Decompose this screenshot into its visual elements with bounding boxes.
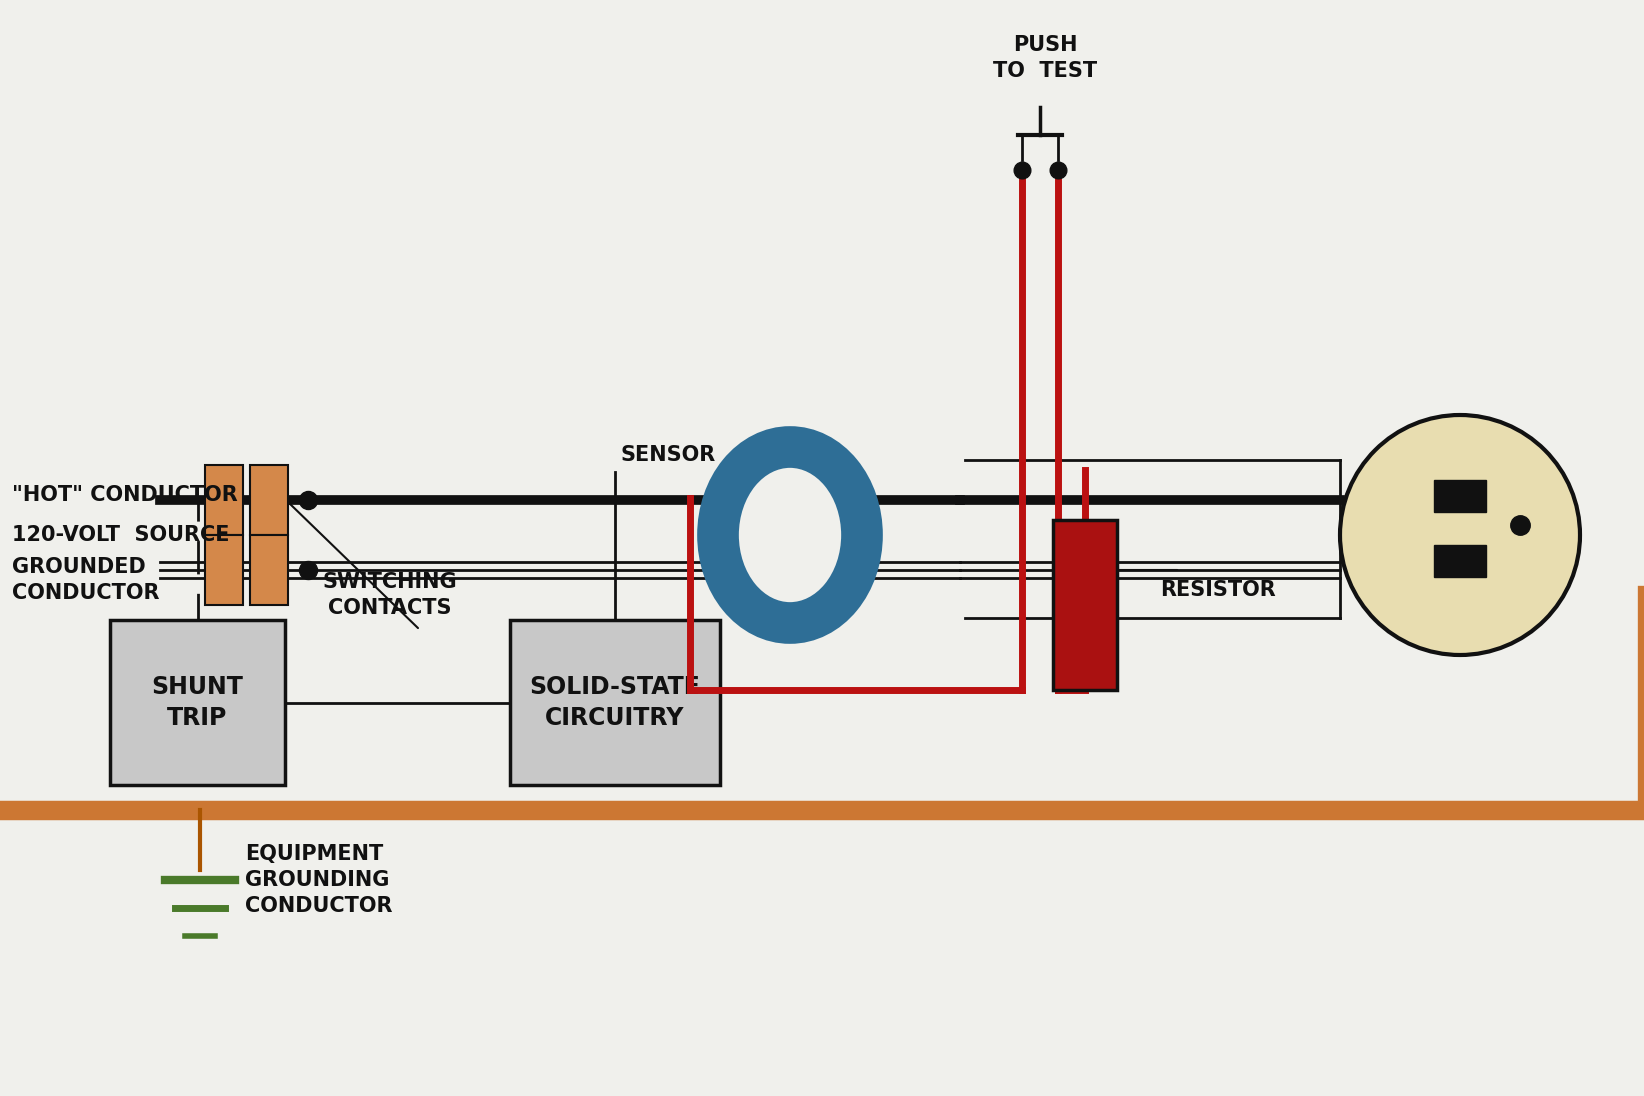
Bar — [1434, 545, 1486, 576]
Text: SWITCHING
CONTACTS: SWITCHING CONTACTS — [322, 572, 457, 618]
Bar — [510, 620, 720, 785]
Bar — [110, 620, 284, 785]
Text: 120-VOLT  SOURCE: 120-VOLT SOURCE — [12, 525, 230, 545]
Circle shape — [1340, 415, 1580, 655]
Text: EQUIPMENT
GROUNDING
CONDUCTOR: EQUIPMENT GROUNDING CONDUCTOR — [245, 844, 393, 916]
Bar — [250, 465, 288, 535]
Bar — [1054, 520, 1116, 690]
Text: "HOT" CONDUCTOR: "HOT" CONDUCTOR — [12, 486, 238, 505]
Bar — [250, 535, 288, 605]
Text: SOLID-STATE
CIRCUITRY: SOLID-STATE CIRCUITRY — [529, 675, 700, 730]
Bar — [1434, 480, 1486, 512]
Text: SENSOR: SENSOR — [620, 445, 715, 465]
Text: GROUNDED
CONDUCTOR: GROUNDED CONDUCTOR — [12, 557, 159, 603]
Ellipse shape — [718, 447, 861, 623]
Text: SHUNT
TRIP: SHUNT TRIP — [151, 675, 243, 730]
Bar — [206, 535, 243, 605]
Text: RESISTOR: RESISTOR — [1161, 580, 1276, 600]
Bar — [206, 465, 243, 535]
Text: PUSH
TO  TEST: PUSH TO TEST — [993, 35, 1097, 81]
